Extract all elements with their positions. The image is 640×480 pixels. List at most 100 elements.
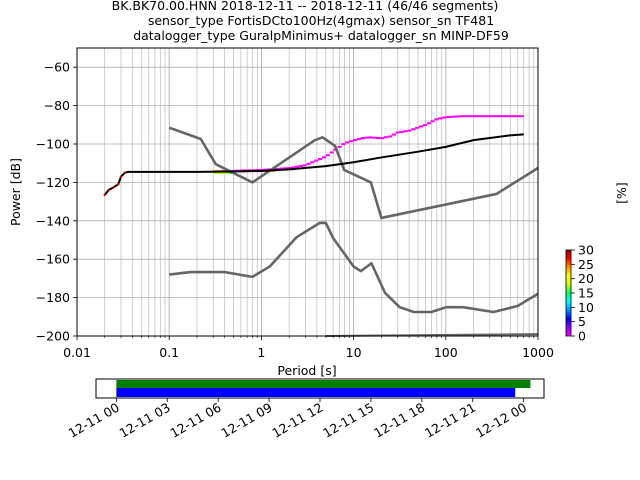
psd-cell: [395, 131, 400, 134]
plot-background: [77, 48, 538, 336]
psd-cell: [213, 171, 218, 174]
psd-cell: [461, 115, 466, 118]
timeline-tick-label: 12-11 06: [168, 400, 224, 441]
timeline-tick-label: 12-11 18: [371, 400, 427, 441]
psd-cell: [403, 130, 408, 133]
colorbar-tick-label: 25: [578, 257, 594, 272]
psd-cell: [368, 136, 373, 139]
psd-cell: [217, 171, 222, 174]
psd-cell: [434, 118, 439, 121]
timeline-tick-label: 12-12 00: [473, 400, 529, 441]
y-tick-label: −200: [36, 329, 70, 344]
psd-cell: [224, 171, 230, 174]
y-tick-label: −160: [36, 252, 70, 267]
colorbar-tick-label: 15: [578, 286, 594, 301]
psd-cell: [449, 115, 455, 118]
title-line-2: sensor_type FortisDCto100Hz(4gmax) senso…: [148, 13, 494, 28]
mode-point: [123, 171, 127, 174]
psd-cell: [422, 124, 427, 127]
psd-cell: [426, 122, 431, 125]
timeline-tick-label: 12-11 00: [66, 400, 122, 441]
psd-cell: [442, 116, 447, 119]
psd-cell: [290, 166, 296, 169]
psd-cell: [469, 115, 474, 118]
mode-point: [107, 188, 110, 192]
psd-cell: [496, 115, 501, 118]
psd-cell: [453, 115, 459, 118]
psd-cell: [329, 151, 334, 154]
psd-cell: [484, 115, 490, 118]
psd-cell: [298, 165, 303, 168]
psd-cell: [294, 165, 299, 168]
psd-cell: [279, 167, 284, 170]
x-tick-label: 10: [346, 345, 362, 360]
psd-cell: [325, 154, 330, 157]
timeline-tick-label: 12-11 09: [218, 400, 274, 441]
colorbar-scale: [565, 249, 572, 337]
psd-cell: [345, 141, 350, 144]
colorbar-tick-label: 0: [578, 329, 586, 344]
psd-cell: [306, 162, 311, 165]
psd-cell: [415, 126, 420, 129]
y-tick-label: −120: [36, 175, 70, 190]
psd-coverage-bar: [116, 388, 516, 397]
psd-cell: [356, 137, 361, 140]
noise-model-nhnm: [168, 126, 539, 220]
psd-cell: [349, 140, 354, 143]
psd-cell: [286, 167, 292, 170]
psd-cell: [387, 135, 393, 138]
mode-line: [103, 133, 524, 196]
y-tick-label: −140: [36, 213, 70, 228]
psd-cell: [407, 129, 412, 132]
psd-cell: [438, 117, 443, 120]
psd-cell: [317, 158, 323, 161]
psd-cell: [360, 137, 365, 140]
psd-cell: [275, 167, 280, 170]
timeline-tick-label: 12-11 15: [320, 400, 376, 441]
mode-point: [103, 193, 106, 197]
psd-cell: [337, 145, 342, 148]
y-tick-label: −60: [44, 60, 70, 75]
psd-cell: [220, 171, 226, 174]
timeline-tick-label: 12-11 12: [269, 400, 325, 441]
psd-cell: [364, 136, 369, 139]
psd-cell: [430, 120, 435, 123]
psd-cell: [383, 136, 389, 139]
psd-cell: [465, 115, 470, 118]
psd-cell: [372, 136, 377, 139]
psd-cell: [341, 143, 346, 146]
psd-plot-area: 0.01 0.1 1 10 100 1000 −200 −180 −160 −140 −120 −1…: [8, 47, 554, 378]
psd-cell: [418, 125, 424, 128]
x-tick-label: 1000: [522, 345, 554, 360]
x-tick-label: 100: [434, 345, 458, 360]
psd-cell: [283, 167, 288, 170]
x-axis-label: Period [s]: [277, 363, 336, 378]
psd-cell: [519, 115, 525, 118]
timeline-tick-label: 12-11 21: [422, 400, 478, 441]
y-tick-label: −80: [44, 98, 70, 113]
psd-cell: [492, 115, 497, 118]
psd-cell: [481, 115, 486, 118]
psd-cell: [314, 159, 319, 162]
title-line-3: datalogger_type GuralpMinimus+ datalogge…: [133, 28, 509, 43]
y-tick-label: −100: [36, 137, 70, 152]
psd-cell: [457, 115, 462, 118]
title-line-1: BK.BK70.00.HNN 2018-12-11 -- 2018-12-11 …: [112, 0, 499, 13]
psd-cell: [515, 115, 521, 118]
psd-cell: [380, 137, 385, 140]
psd-cell: [446, 116, 451, 119]
psd-cell: [391, 133, 396, 136]
colorbar-tick-label: 10: [578, 300, 594, 315]
psd-cell: [399, 130, 404, 133]
psd-cell: [376, 137, 381, 140]
y-tick-label: −180: [36, 290, 70, 305]
psd-cell: [500, 115, 505, 118]
plot-frame: [76, 47, 539, 337]
psd-cell: [512, 115, 517, 118]
psd-cell: [504, 115, 509, 118]
